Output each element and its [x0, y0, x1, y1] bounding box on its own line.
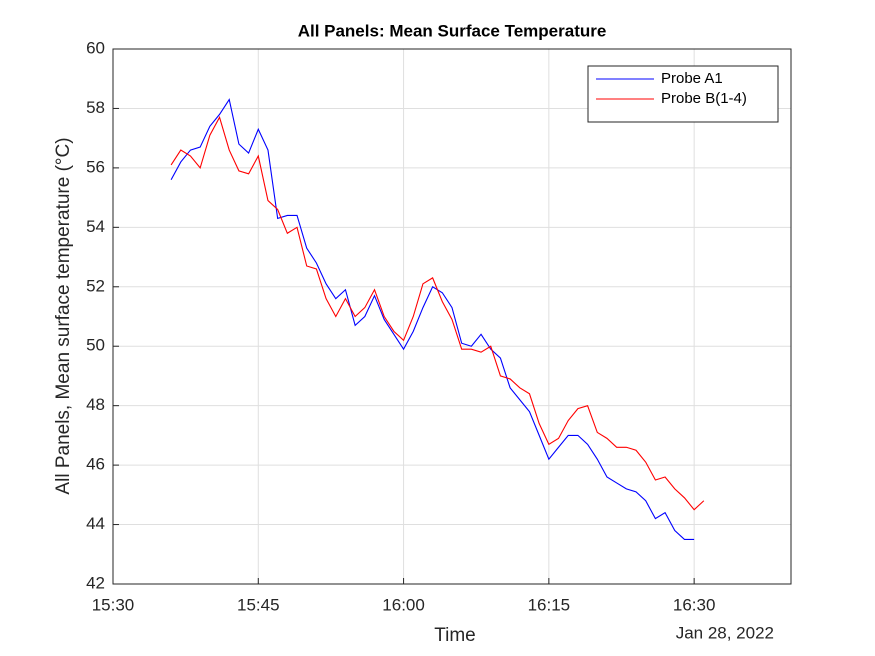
x-axis-annotation: Jan 28, 2022: [676, 623, 774, 642]
y-tick-label: 54: [86, 217, 105, 236]
x-tick-label: 16:00: [382, 595, 425, 614]
line-series: [170, 115, 705, 511]
y-tick-label: 60: [86, 38, 105, 57]
y-axis-label: All Panels, Mean surface temperature (°C…: [53, 137, 74, 494]
x-tick-label: 16:30: [673, 595, 716, 614]
plot-frame: [112, 48, 792, 585]
y-tick-label: 50: [86, 336, 105, 355]
y-tick-label: 52: [86, 276, 105, 295]
y-tick-label: 42: [86, 573, 105, 592]
x-tick-label: 15:30: [92, 595, 135, 614]
y-tick-label: 48: [86, 395, 105, 414]
legend-box: [587, 65, 779, 123]
legend-label: Probe B(1-4): [661, 90, 747, 107]
x-tick-label: 16:15: [528, 595, 571, 614]
legend-label: Probe A1: [661, 70, 723, 87]
x-tick-label: 15:45: [237, 595, 280, 614]
y-tick-label: 44: [86, 514, 105, 533]
chart-title: All Panels: Mean Surface Temperature: [298, 21, 607, 40]
y-tick-label: 58: [86, 98, 105, 117]
line-series: [170, 98, 695, 540]
y-tick-label: 46: [86, 455, 105, 474]
x-axis-label: Time: [434, 625, 476, 646]
y-tick-label: 56: [86, 157, 105, 176]
